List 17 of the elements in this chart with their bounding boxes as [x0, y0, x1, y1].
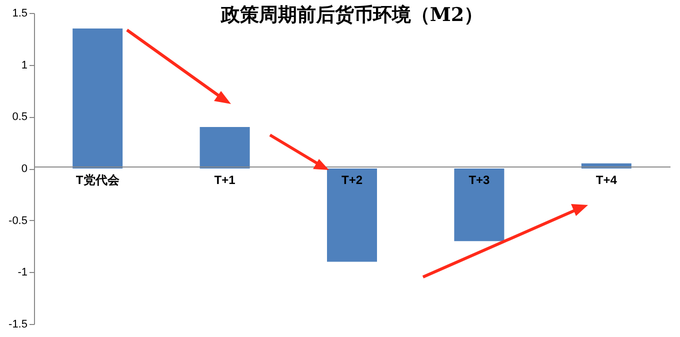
y-tick-label: 0.5 — [12, 111, 28, 124]
y-tick-label: 0 — [21, 163, 28, 175]
bar — [454, 168, 504, 242]
bar — [200, 127, 250, 168]
x-tick-label: T+4 — [596, 173, 618, 187]
chart-title: 政策周期前后货币环境（M2） — [220, 4, 484, 26]
x-tick-label: T+1 — [214, 173, 236, 187]
y-tick-label: 1 — [21, 59, 28, 72]
bar — [327, 168, 377, 262]
x-tick-label: T党代会 — [76, 173, 120, 187]
y-tick-label: -1 — [18, 266, 28, 279]
y-tick-label: -1.5 — [8, 318, 28, 330]
x-tick-label: T+3 — [468, 173, 490, 187]
bar — [72, 28, 123, 168]
x-tick-label: T+2 — [341, 173, 363, 187]
y-tick-label: -0.5 — [8, 214, 28, 227]
y-tick-label: 1.5 — [12, 8, 28, 20]
